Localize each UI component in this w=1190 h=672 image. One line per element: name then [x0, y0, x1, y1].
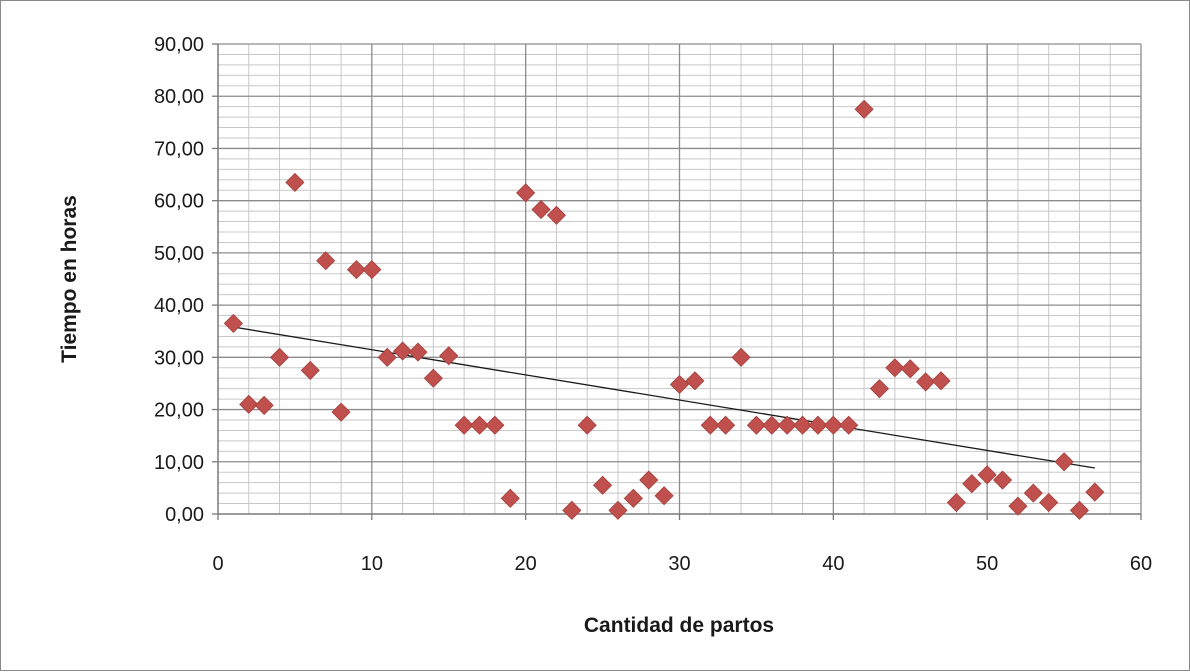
data-point: [439, 346, 459, 366]
data-point: [469, 415, 490, 435]
data-point: [300, 360, 320, 380]
data-point: [839, 415, 859, 435]
y-tick-label: 90,00: [154, 34, 204, 56]
x-tick-label: 10: [361, 553, 383, 575]
data-point: [1039, 492, 1059, 513]
data-point: [362, 260, 382, 280]
data-point: [269, 347, 290, 367]
data-point: [1008, 496, 1028, 516]
data-point: [531, 199, 551, 220]
data-point: [254, 395, 274, 415]
y-tick-label: 80,00: [154, 86, 204, 108]
axes: [212, 43, 1142, 520]
x-tick-label: 0: [212, 553, 223, 575]
data-point: [223, 313, 243, 333]
data-point: [823, 415, 843, 435]
y-tick-label: 30,00: [154, 347, 204, 369]
x-tick-label: 20: [515, 553, 537, 575]
data-point: [577, 415, 597, 435]
y-tick-label: 60,00: [154, 191, 204, 213]
data-point: [454, 415, 474, 435]
data-point: [900, 359, 920, 379]
x-tick-label: 50: [976, 553, 998, 575]
data-point: [408, 342, 428, 362]
data-point: [946, 492, 966, 513]
data-point: [393, 341, 413, 361]
data-point: [593, 475, 613, 495]
data-point: [654, 486, 674, 506]
data-point: [377, 347, 397, 367]
data-point: [639, 470, 659, 490]
data-point: [931, 371, 951, 391]
data-point: [854, 99, 874, 119]
data-point: [808, 415, 828, 435]
data-point: [885, 358, 905, 378]
data-point: [700, 415, 720, 435]
x-tick-label: 30: [668, 553, 690, 575]
data-point: [869, 379, 890, 399]
data-point: [746, 415, 766, 435]
data-point: [608, 500, 628, 520]
data-point: [762, 415, 782, 435]
data-point: [516, 183, 536, 203]
data-point: [977, 465, 997, 485]
y-tick-label: 50,00: [154, 243, 204, 265]
trendline-group: [233, 326, 1095, 469]
trendline: [233, 326, 1095, 469]
data-point: [716, 415, 736, 435]
data-point: [669, 374, 690, 395]
data-point: [346, 260, 367, 280]
x-tick-label: 40: [822, 553, 844, 575]
y-tick-label: 20,00: [154, 400, 204, 422]
data-point: [285, 172, 305, 192]
data-point: [331, 402, 351, 422]
data-point: [485, 415, 505, 435]
y-axis-title: Tiempo en horas: [58, 195, 81, 363]
y-tick-label: 10,00: [154, 452, 204, 474]
data-point: [793, 415, 813, 435]
data-point: [916, 372, 936, 392]
data-point: [316, 251, 336, 271]
data-point: [500, 488, 520, 508]
data-point: [423, 368, 443, 388]
data-point: [1085, 482, 1105, 502]
data-points: [223, 99, 1105, 520]
data-point: [992, 470, 1013, 490]
y-tick-label: 70,00: [154, 138, 204, 160]
y-tick-label: 0,00: [165, 504, 204, 526]
data-point: [777, 415, 797, 435]
data-point: [546, 205, 566, 225]
data-point: [1069, 500, 1090, 520]
data-point: [962, 474, 982, 494]
x-tick-labels: 0 10 20 30 40 50 60: [212, 553, 1152, 575]
data-point: [623, 488, 643, 508]
y-tick-label: 40,00: [154, 295, 204, 317]
x-axis-title: Cantidad de partos: [584, 614, 774, 637]
data-point: [685, 371, 705, 391]
data-point: [239, 394, 259, 414]
data-point: [731, 347, 751, 367]
data-point: [562, 500, 582, 520]
major-gridlines: [218, 43, 1142, 514]
y-tick-labels: 0,00 10,00 20,00 30,00 40,00 50,00 60,00 70,00 8…: [154, 34, 204, 526]
data-point: [1054, 452, 1074, 472]
data-point: [1023, 483, 1043, 503]
x-tick-label: 60: [1130, 553, 1152, 575]
